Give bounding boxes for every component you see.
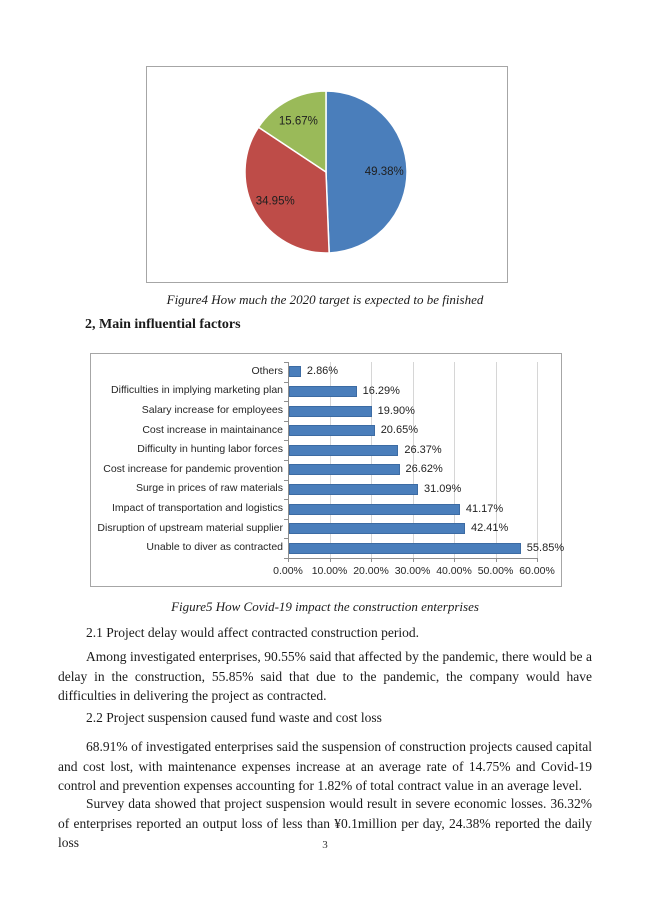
bar-value-label: 41.17%	[465, 502, 504, 515]
category-axis-tick	[284, 440, 288, 442]
axis-tick	[454, 558, 455, 562]
page-number: 3	[322, 839, 328, 851]
category-label: Others	[251, 364, 283, 377]
figure4-pie-chart: 49.38% 34.95% 15.67%	[146, 66, 508, 283]
bar-value-label: 55.85%	[526, 541, 565, 554]
bar-value-label: 31.09%	[424, 482, 462, 495]
x-axis-label: 20.00%	[353, 565, 389, 577]
category-axis-tick	[284, 460, 288, 461]
paragraph-2-1: 2.1 Project delay would affect contracte…	[86, 625, 420, 640]
axis-tick	[412, 558, 414, 562]
category-label: Disruption of upstream material supplier	[97, 521, 283, 534]
category-axis-tick	[284, 401, 288, 403]
pie-slice	[244, 126, 330, 254]
axis-tick	[329, 558, 331, 562]
category-label: Unable to diver as contracted	[146, 541, 283, 554]
pie-slice-label: 49.38%	[365, 166, 404, 178]
x-axis-label: 10.00%	[311, 565, 348, 577]
gridline	[537, 362, 538, 558]
x-axis-label: 0.00%	[273, 565, 303, 577]
paragraph-2-2-body: 68.91% of investigated enterprises said …	[58, 739, 592, 793]
bar-value-label: 26.37%	[404, 443, 442, 456]
category-axis-tick	[284, 420, 288, 422]
pie-slice	[325, 90, 408, 254]
bar-value-label: 26.62%	[405, 463, 443, 476]
paragraph-survey: Survey data showed that project suspensi…	[58, 796, 592, 850]
gridline	[371, 362, 372, 558]
pie-slice	[257, 90, 327, 174]
x-axis-label: 30.00%	[394, 565, 431, 577]
bar-value-label: 19.90%	[377, 404, 415, 417]
pie-chart-svg: 49.38% 34.95% 15.67%	[244, 90, 408, 254]
category-label: Difficulties in implying marketing plan	[111, 384, 283, 397]
x-axis-label: 40.00%	[436, 565, 472, 577]
bar	[289, 444, 399, 456]
value-axis	[288, 558, 537, 559]
bar-value-label: 42.41%	[471, 522, 509, 535]
bar-value-label: 16.29%	[362, 384, 400, 397]
category-axis-tick	[284, 362, 288, 363]
category-axis-tick	[284, 381, 288, 383]
gridline	[412, 362, 414, 558]
bar-value-label: 20.65%	[380, 424, 418, 437]
bar	[289, 385, 357, 397]
figure5-caption: Figure5 How Covid-19 impact the construc…	[171, 599, 479, 614]
category-axis-tick	[284, 558, 288, 559]
category-label: Cost increase for pandemic provention	[103, 462, 283, 475]
paragraph-2-2: 2.2 Project suspension caused fund waste…	[86, 710, 382, 725]
bar	[289, 425, 375, 437]
category-axis-tick	[284, 499, 288, 501]
axis-tick	[495, 558, 497, 562]
x-axis-label: 50.00%	[477, 565, 514, 577]
figure4-caption: Figure4 How much the 2020 target is expe…	[166, 292, 484, 307]
category-label: Impact of transportation and logistics	[111, 502, 283, 514]
gridline	[454, 362, 455, 558]
gridline	[495, 362, 497, 558]
category-axis-tick	[284, 479, 288, 481]
category-axis	[288, 362, 289, 558]
gridline	[329, 362, 331, 558]
category-label: Difficulty in hunting labor forces	[137, 443, 283, 456]
axis-tick	[537, 558, 538, 562]
category-label: Salary increase for employees	[141, 404, 283, 416]
category-label: Surge in prices of raw materials	[135, 482, 283, 495]
axis-tick	[371, 558, 372, 562]
bar	[289, 523, 465, 535]
axis-tick	[288, 558, 289, 562]
bar-value-label: 2.86%	[306, 365, 339, 378]
paragraph-2-1-body: Among investigated enterprises, 90.55% s…	[58, 649, 592, 703]
bar	[289, 483, 418, 495]
bar	[289, 405, 372, 417]
figure5-bar-chart: 0.00% 10.00% 20.00% 30.00% 40.00% 50.00% 60.00…	[90, 353, 565, 587]
bar	[289, 366, 301, 378]
category-label: Cost increase in maintainance	[142, 423, 283, 436]
section-heading: 2, Main influential factors	[85, 317, 241, 332]
x-axis-label: 60.00%	[519, 565, 555, 577]
category-axis-tick	[284, 518, 288, 520]
bar	[289, 464, 400, 476]
pie-slice-label: 15.67%	[279, 116, 318, 128]
bar	[289, 542, 521, 554]
category-axis-tick	[284, 538, 288, 540]
pie-slice-label: 34.95%	[256, 196, 295, 208]
bar	[289, 503, 460, 515]
